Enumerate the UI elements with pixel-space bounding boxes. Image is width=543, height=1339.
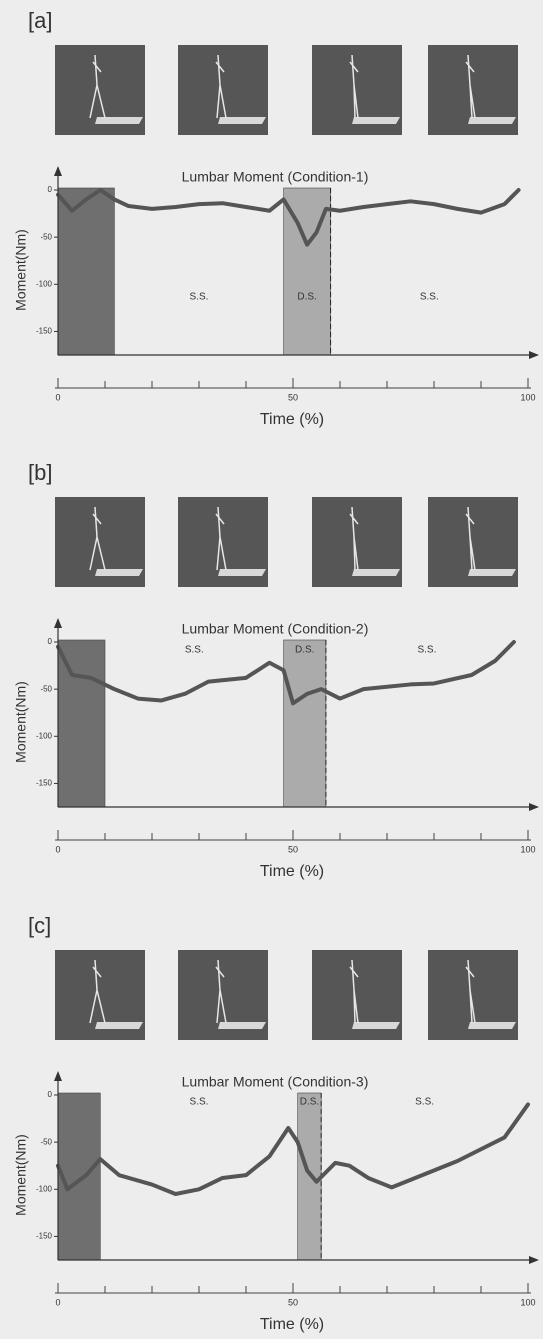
y-tick-label: 0: [48, 185, 53, 194]
figure: [a] Lumbar Moment (Condition-1) S.S. D.S. S.…: [0, 0, 543, 1339]
y-axis-label: Moment(Nm): [13, 1134, 29, 1216]
phase-label: D.S.: [297, 292, 316, 303]
x-tick-label: 0: [55, 392, 60, 402]
x-tick-label: 50: [288, 392, 298, 402]
y-axis-label: Moment(Nm): [13, 229, 29, 311]
panel-label: [a]: [28, 8, 52, 33]
x-arrow: [529, 803, 539, 811]
x-axis-label: Time (%): [260, 411, 324, 428]
platform: [95, 117, 143, 124]
y-tick-label: -100: [36, 731, 53, 740]
phase-label: S.S.: [420, 292, 439, 303]
y-axis-label: Moment(Nm): [13, 681, 29, 763]
panel-label: [c]: [28, 913, 51, 938]
x-arrow: [529, 351, 539, 359]
phase-label: S.S.: [417, 645, 436, 656]
panel-label: [b]: [28, 460, 52, 485]
phase-label: S.S.: [190, 292, 209, 303]
platform: [95, 569, 143, 576]
phase-label: S.S.: [185, 645, 204, 656]
x-tick-label: 0: [55, 844, 60, 854]
platform: [95, 1022, 143, 1029]
phase-label: S.S.: [415, 1097, 434, 1108]
platform: [352, 117, 400, 124]
x-tick-label: 100: [520, 392, 535, 402]
platform: [468, 569, 516, 576]
x-axis-label: Time (%): [260, 863, 324, 880]
chart-title: Lumbar Moment (Condition-2): [182, 621, 369, 637]
platform: [468, 1022, 516, 1029]
x-tick-label: 50: [288, 844, 298, 854]
platform: [352, 569, 400, 576]
x-axis-label: Time (%): [260, 1316, 324, 1333]
platform: [218, 117, 266, 124]
platform: [218, 569, 266, 576]
y-tick-label: -150: [36, 779, 53, 788]
x-tick-label: 0: [55, 1297, 60, 1307]
x-arrow: [529, 1256, 539, 1264]
y-tick-label: -50: [40, 684, 52, 693]
phase-region: [284, 640, 326, 807]
y-tick-label: -50: [40, 1137, 52, 1146]
x-tick-label: 100: [520, 1297, 535, 1307]
moment-line: [58, 1104, 528, 1194]
y-tick-label: -100: [36, 1184, 53, 1193]
x-tick-label: 100: [520, 844, 535, 854]
phase-label: S.S.: [190, 1097, 209, 1108]
y-tick-label: -150: [36, 327, 53, 336]
platform: [218, 1022, 266, 1029]
y-tick-label: -50: [40, 232, 52, 241]
y-tick-label: -100: [36, 279, 53, 288]
y-tick-label: 0: [48, 637, 53, 646]
y-tick-label: -150: [36, 1232, 53, 1241]
chart-title: Lumbar Moment (Condition-1): [182, 169, 369, 185]
page: [a] Lumbar Moment (Condition-1) S.S. D.S. S.…: [0, 0, 543, 1339]
panel: [a] Lumbar Moment (Condition-1) S.S. D.S. S.…: [13, 8, 539, 428]
panel: [b] Lumbar Moment (Condition-2) S.S. D.S. S.…: [13, 460, 539, 880]
phase-region: [58, 188, 114, 355]
y-arrow: [54, 618, 62, 628]
x-tick-label: 50: [288, 1297, 298, 1307]
platform: [352, 1022, 400, 1029]
phase-region: [298, 1093, 322, 1260]
y-arrow: [54, 166, 62, 176]
chart-title: Lumbar Moment (Condition-3): [182, 1074, 369, 1090]
phase-label: D.S.: [300, 1097, 319, 1108]
y-arrow: [54, 1071, 62, 1081]
panel: [c] Lumbar Moment (Condition-3) S.S. D.S. S.…: [13, 913, 539, 1333]
platform: [468, 117, 516, 124]
phase-label: D.S.: [295, 645, 314, 656]
y-tick-label: 0: [48, 1090, 53, 1099]
